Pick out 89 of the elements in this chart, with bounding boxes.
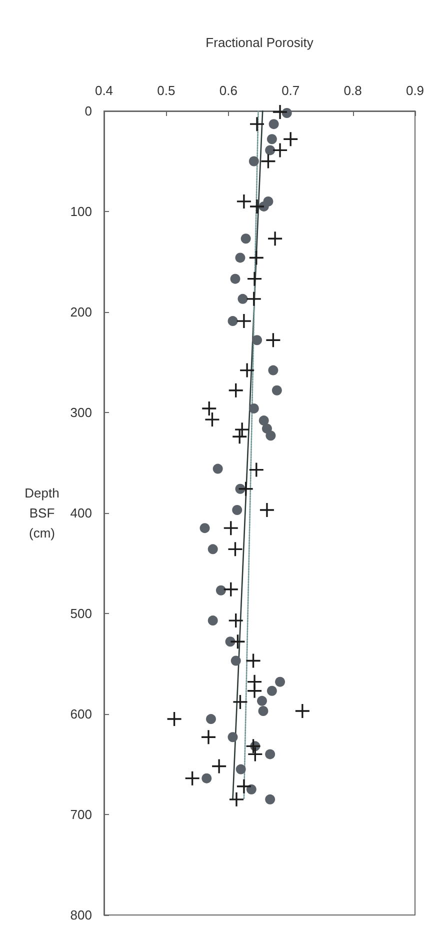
x-tick-label: 0.8 (344, 83, 362, 98)
point (257, 696, 267, 706)
point (229, 792, 244, 806)
point (246, 654, 260, 668)
point (235, 422, 250, 437)
point (205, 412, 220, 427)
point (233, 694, 248, 709)
x-axis-title: Fractional Porosity (206, 35, 314, 50)
point (228, 542, 242, 556)
y-tick-label: 400 (70, 506, 92, 520)
point (249, 250, 264, 265)
x-tick-label: 0.5 (157, 83, 176, 98)
point (248, 156, 259, 166)
point (272, 385, 282, 396)
point (200, 523, 210, 534)
point (265, 794, 276, 804)
y-tick-label: 700 (70, 807, 92, 822)
x-tick-label: 0.4 (94, 83, 114, 98)
point (185, 771, 200, 786)
point (252, 335, 262, 346)
point (268, 232, 282, 246)
point (230, 634, 245, 649)
point (238, 294, 248, 304)
point (275, 676, 286, 687)
point (265, 749, 276, 760)
x-tick-label: 0.9 (406, 83, 424, 98)
point (228, 316, 238, 326)
point (224, 582, 238, 596)
point (240, 363, 254, 378)
y-tick-label: 800 (70, 908, 92, 922)
point (246, 784, 256, 794)
point (268, 365, 278, 376)
point (246, 739, 260, 754)
point (265, 145, 276, 156)
x-tick-label: 0.6 (219, 83, 238, 98)
point (248, 684, 262, 698)
point (228, 383, 243, 398)
point (212, 759, 226, 774)
y-axis-title: Depth BSF (cm) (24, 486, 60, 540)
point (236, 764, 246, 774)
point (208, 544, 218, 554)
point (230, 274, 240, 284)
point (236, 779, 251, 794)
point (228, 614, 243, 628)
point (228, 732, 238, 742)
y-tick-label: 0 (84, 104, 92, 118)
point (295, 704, 310, 718)
point (206, 714, 216, 724)
point (216, 585, 226, 596)
point (258, 416, 269, 426)
point (232, 430, 247, 444)
point (201, 730, 216, 744)
point (248, 272, 262, 286)
point (273, 143, 288, 158)
point (230, 656, 241, 666)
point (167, 712, 182, 726)
point (273, 105, 288, 120)
point (232, 504, 242, 515)
point (248, 747, 262, 762)
point (212, 464, 223, 474)
y-tick-label: 500 (70, 606, 92, 621)
point (238, 482, 253, 496)
point (266, 430, 276, 441)
y-tick-label: 100 (70, 204, 92, 219)
point (224, 521, 238, 536)
point (236, 194, 251, 208)
x-tick-label: 0.7 (282, 83, 300, 98)
point (266, 134, 277, 144)
point (284, 132, 298, 146)
point (235, 252, 246, 263)
point (202, 401, 216, 416)
point (236, 314, 251, 328)
point (266, 333, 280, 348)
point (250, 117, 264, 132)
point (248, 403, 259, 414)
point (249, 462, 264, 477)
point (268, 119, 279, 130)
point (202, 773, 212, 784)
y-tick-label: 300 (70, 405, 92, 420)
point (246, 292, 261, 306)
y-tick-label: 200 (70, 304, 92, 320)
point (250, 199, 264, 214)
point (258, 706, 268, 716)
point (260, 502, 274, 517)
point (266, 686, 277, 696)
point (240, 234, 251, 244)
point (208, 616, 218, 626)
y-tick-label: 600 (70, 706, 92, 722)
point (261, 154, 276, 168)
